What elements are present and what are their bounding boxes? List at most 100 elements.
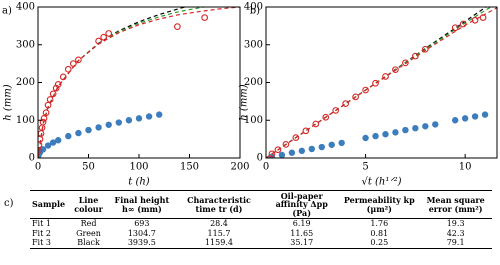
header-cell: Oil-paper affinity Δpp (Pa): [264, 190, 340, 220]
header-cell: Characteristic time tr (d): [173, 190, 265, 220]
data-dot: [362, 134, 369, 142]
data-circle: [201, 14, 208, 21]
x-tick-label: 5: [362, 162, 368, 173]
data-circle: [268, 150, 276, 158]
data-circle: [100, 33, 107, 41]
panel-label: b): [250, 6, 260, 17]
data-circle: [39, 118, 47, 126]
header-row: Sample Line colour Final height h∞ (mm) Cha…: [30, 190, 492, 220]
table-panel: c) Sample Line colour Final height h∞ (mm)…: [0, 190, 500, 265]
data-circle: [302, 127, 310, 135]
data-circle: [282, 141, 290, 148]
data-dot: [471, 113, 479, 120]
y-tick-label: 200: [244, 77, 263, 88]
data-dot: [65, 132, 72, 140]
data-dot: [268, 153, 276, 158]
data-dot: [145, 113, 153, 120]
header-cell: Final height h∞ (mm): [109, 190, 174, 220]
y-tick-label: 300: [16, 39, 35, 50]
y-tick-label: 300: [244, 39, 263, 50]
y-tick-label: 0: [257, 153, 263, 164]
table-cell: Fit 2: [32, 228, 51, 238]
data-circle: [105, 30, 113, 37]
y-axis-label: h (mm): [239, 84, 250, 120]
table-row: Fit 3 Black 3939.5 1159.4 35.17 0.25 79.1: [30, 238, 492, 248]
data-circle: [95, 37, 102, 45]
x-tick-label: 100: [129, 162, 148, 173]
results-table: Sample Line colour Final height h∞ (mm) Cha…: [30, 190, 492, 249]
x-tick-label: 200: [230, 162, 249, 173]
data-dot: [402, 126, 409, 134]
x-axis-label: t (h): [128, 177, 150, 188]
y-tick-label: 0: [29, 153, 35, 164]
x-tick-label: 150: [180, 162, 199, 173]
fit-line: [266, 7, 488, 158]
data-circle: [459, 20, 467, 28]
data-dot: [135, 115, 143, 122]
axes-frame: [265, 6, 498, 159]
data-circle: [49, 90, 57, 98]
data-dot: [115, 119, 123, 126]
table-cell: 42.3: [446, 228, 465, 238]
data-dot: [105, 121, 112, 128]
data-dot: [382, 131, 389, 138]
data-dot: [338, 139, 345, 147]
data-circle: [322, 113, 330, 121]
data-dot: [44, 142, 52, 149]
table-cell: Red: [80, 219, 97, 229]
panel-label: c): [4, 198, 14, 209]
panel-label: a): [2, 6, 12, 17]
data-dot: [451, 117, 459, 124]
data-circle: [46, 96, 54, 103]
data-dot: [298, 147, 306, 155]
header-cell: Sample: [30, 190, 68, 220]
data-circle: [312, 120, 320, 128]
data-dot: [49, 139, 57, 146]
data-dot: [55, 137, 62, 144]
data-circle: [75, 56, 82, 64]
header-cell: Permeability kp (μm²): [339, 190, 420, 220]
data-dot: [125, 117, 133, 124]
data-dot: [481, 111, 489, 118]
data-circle: [52, 84, 60, 92]
table-cell: 28.4: [210, 219, 228, 229]
data-dot: [432, 121, 439, 128]
x-tick-label: 10: [459, 162, 472, 173]
data-dot: [85, 126, 92, 134]
y-tick-label: 200: [16, 77, 35, 88]
table-cell: Green: [76, 228, 101, 238]
table-cell: 79.1: [446, 238, 465, 248]
data-circle: [402, 59, 409, 67]
x-tick-label: 0: [263, 162, 269, 173]
table-cell: 11.65: [290, 228, 314, 238]
data-circle: [292, 134, 300, 141]
table-cell: 693: [134, 219, 150, 229]
data-dot: [156, 111, 163, 118]
data-dot: [461, 115, 469, 122]
data-circle: [451, 24, 459, 32]
header-cell: Line colour: [67, 190, 110, 220]
data-circle: [362, 86, 369, 94]
table-cell: 6.19: [292, 219, 311, 229]
data-dot: [318, 143, 325, 151]
table-cell: 1304.7: [127, 228, 156, 238]
table-cell: 115.7: [207, 228, 231, 238]
y-tick-label: 400: [244, 2, 263, 13]
table-cell: Black: [77, 238, 100, 248]
data-circle: [479, 14, 487, 21]
plot-area: [266, 7, 497, 158]
data-dot: [422, 123, 429, 130]
table-cell: Fit 1: [32, 219, 51, 229]
data-dot: [288, 149, 296, 156]
data-dot: [278, 151, 286, 158]
table-cell: 0.25: [370, 238, 389, 248]
data-circle: [471, 16, 479, 24]
table-cell: 1159.4: [204, 238, 233, 248]
y-tick-label: 100: [244, 115, 263, 126]
y-tick-label: 400: [16, 2, 35, 13]
data-circle: [352, 93, 359, 101]
table-cell: Fit 3: [32, 238, 51, 248]
data-dot: [95, 124, 102, 131]
data-circle: [372, 79, 379, 87]
